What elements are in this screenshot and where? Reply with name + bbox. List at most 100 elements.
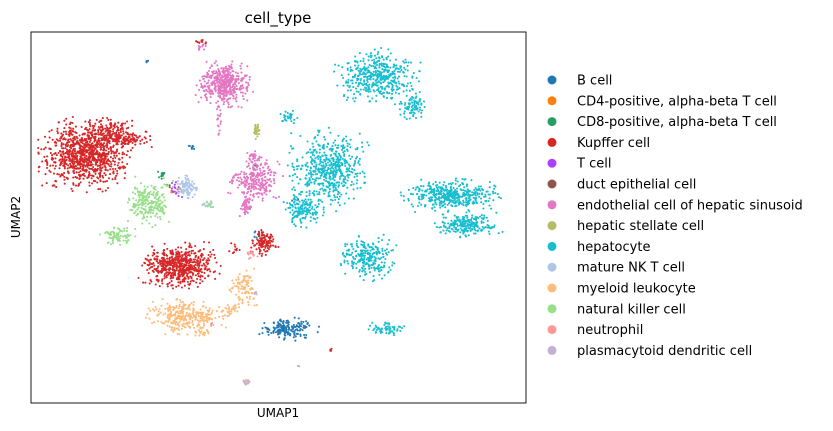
data-point — [193, 269, 196, 272]
data-point — [49, 151, 52, 155]
data-point — [344, 164, 347, 168]
data-point — [418, 198, 421, 201]
data-point — [331, 148, 334, 151]
data-point — [247, 84, 250, 87]
data-point — [329, 183, 332, 186]
data-point — [378, 59, 381, 62]
data-point — [488, 204, 491, 207]
data-point — [297, 164, 300, 167]
data-point — [217, 133, 220, 136]
data-point — [437, 185, 440, 189]
data-point — [292, 336, 295, 339]
data-point — [124, 131, 128, 134]
data-point — [227, 65, 231, 68]
data-point — [171, 261, 174, 264]
data-point — [375, 81, 378, 84]
data-point — [344, 160, 347, 163]
data-point — [316, 193, 319, 196]
data-point — [251, 242, 254, 245]
data-point — [144, 281, 147, 284]
data-point — [307, 198, 310, 201]
data-point — [366, 95, 370, 98]
data-point — [472, 232, 476, 235]
data-point — [253, 152, 256, 155]
data-point — [304, 163, 307, 166]
data-point — [107, 150, 110, 153]
data-point — [95, 143, 98, 146]
data-point — [116, 169, 119, 173]
data-point — [181, 270, 184, 273]
data-point — [440, 202, 443, 205]
data-point — [68, 156, 71, 160]
data-point — [313, 208, 316, 211]
data-point — [467, 220, 470, 223]
data-point — [84, 150, 87, 153]
data-point — [45, 166, 49, 169]
data-point — [94, 122, 97, 125]
data-point — [328, 164, 331, 167]
data-point — [252, 167, 255, 170]
data-point — [185, 256, 188, 259]
data-point — [129, 133, 132, 136]
data-point — [51, 156, 54, 159]
data-point — [69, 162, 72, 165]
data-point — [288, 327, 291, 330]
data-point — [392, 88, 395, 91]
data-point — [375, 100, 378, 103]
data-point — [453, 230, 456, 233]
data-point — [406, 107, 409, 110]
data-point — [340, 144, 343, 148]
data-point — [210, 74, 213, 77]
data-point — [126, 150, 129, 153]
data-point — [219, 120, 222, 123]
data-point — [211, 92, 215, 95]
data-point — [356, 179, 359, 182]
data-point — [293, 195, 296, 198]
data-point — [478, 227, 481, 230]
data-point — [430, 196, 433, 199]
data-point — [332, 189, 335, 192]
data-point — [106, 126, 109, 129]
data-point — [197, 266, 200, 269]
data-point — [389, 66, 392, 69]
data-point — [342, 76, 345, 80]
data-point — [37, 138, 40, 141]
data-point — [131, 141, 134, 145]
data-point — [72, 170, 75, 173]
data-point — [326, 171, 329, 174]
data-point — [354, 157, 358, 160]
data-point — [235, 75, 238, 78]
data-point — [89, 139, 92, 142]
data-point — [76, 176, 79, 179]
data-point — [332, 141, 335, 144]
data-point — [295, 325, 299, 328]
data-point — [352, 247, 355, 251]
data-point — [91, 174, 94, 177]
data-point — [59, 175, 62, 178]
data-point — [99, 171, 102, 174]
data-point — [323, 158, 326, 161]
data-point — [72, 183, 75, 186]
data-point — [380, 78, 383, 81]
data-point — [246, 89, 249, 92]
data-point — [120, 134, 123, 137]
data-point — [174, 186, 177, 190]
data-point — [362, 269, 365, 272]
data-point — [154, 283, 157, 286]
data-point — [251, 199, 254, 202]
data-point — [420, 111, 423, 114]
data-point — [458, 219, 461, 222]
data-point — [476, 191, 479, 195]
data-point — [454, 189, 457, 192]
data-point — [260, 238, 263, 241]
data-point — [418, 188, 421, 191]
data-point — [229, 86, 232, 90]
data-point — [376, 89, 379, 92]
data-point — [292, 147, 295, 150]
data-point — [48, 130, 51, 133]
data-point — [369, 90, 372, 93]
data-point — [160, 177, 163, 180]
data-point — [356, 77, 359, 80]
data-point — [200, 255, 203, 258]
data-point — [97, 158, 100, 161]
